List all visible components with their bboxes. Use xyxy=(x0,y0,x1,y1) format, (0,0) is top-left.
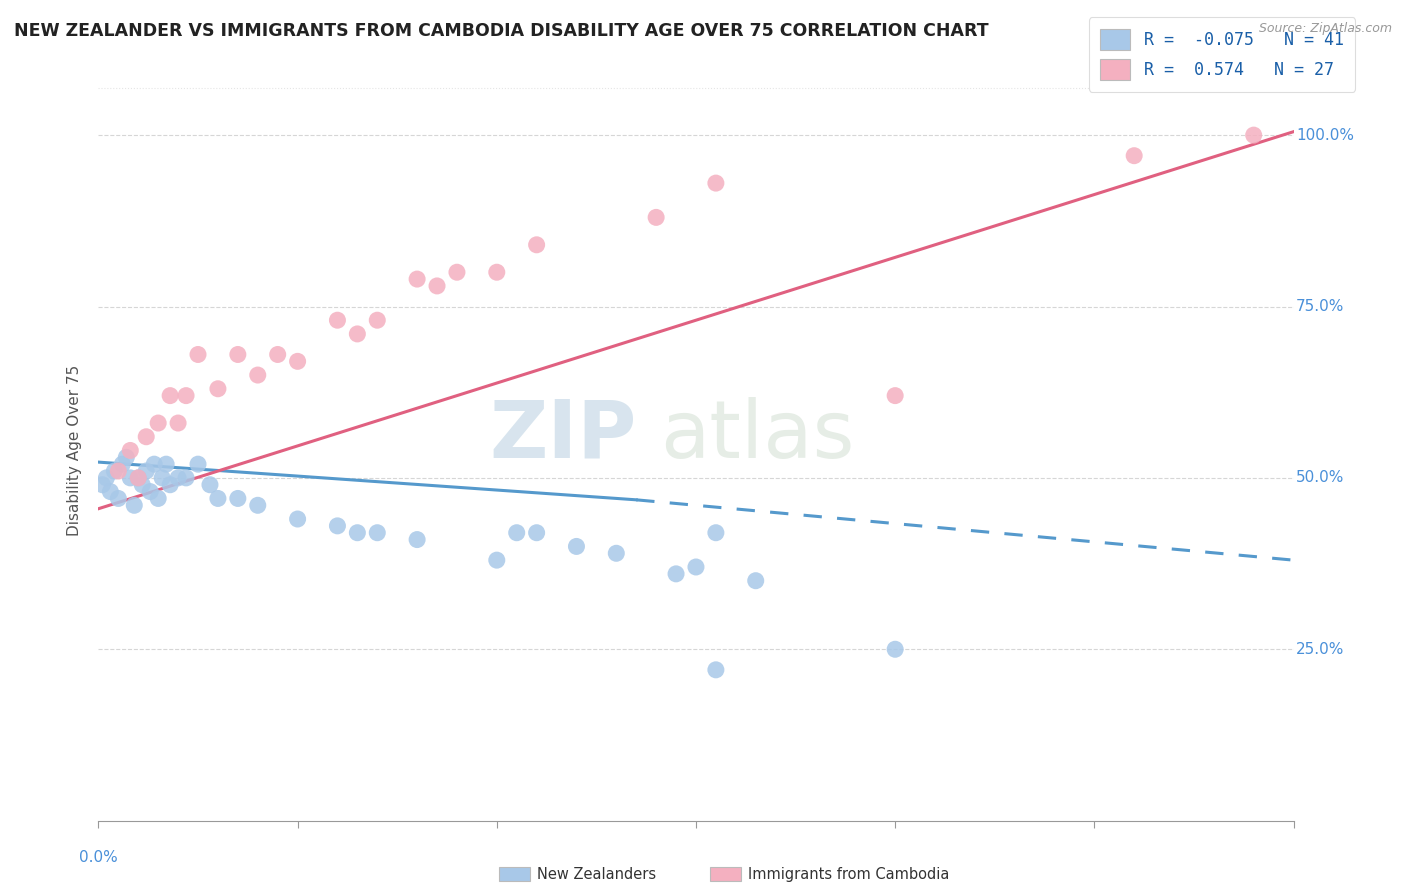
Point xyxy=(139,484,162,499)
Point xyxy=(366,525,388,540)
Point xyxy=(605,546,627,560)
Text: 100.0%: 100.0% xyxy=(1296,128,1354,143)
Point xyxy=(406,533,429,547)
Point xyxy=(96,471,118,485)
Point xyxy=(1243,128,1265,142)
Point xyxy=(107,464,129,478)
Point xyxy=(446,265,468,279)
Point xyxy=(226,491,249,506)
Point xyxy=(91,477,114,491)
Point xyxy=(287,354,309,368)
Point xyxy=(148,491,170,506)
Point xyxy=(115,450,138,465)
Point xyxy=(346,525,368,540)
Point xyxy=(148,416,170,430)
Point xyxy=(267,347,290,361)
Point xyxy=(174,389,197,403)
Text: 50.0%: 50.0% xyxy=(1296,470,1344,485)
Text: NEW ZEALANDER VS IMMIGRANTS FROM CAMBODIA DISABILITY AGE OVER 75 CORRELATION CHA: NEW ZEALANDER VS IMMIGRANTS FROM CAMBODI… xyxy=(14,22,988,40)
Point xyxy=(127,471,149,485)
Point xyxy=(366,313,388,327)
Point xyxy=(287,512,309,526)
Point xyxy=(187,457,209,471)
Point xyxy=(135,464,157,478)
Point xyxy=(150,471,173,485)
Text: Source: ZipAtlas.com: Source: ZipAtlas.com xyxy=(1258,22,1392,36)
Point xyxy=(103,464,125,478)
Point xyxy=(155,457,177,471)
Point xyxy=(207,491,229,506)
Point xyxy=(685,560,707,574)
Point xyxy=(704,663,727,677)
Point xyxy=(120,443,142,458)
Point xyxy=(187,347,209,361)
Point xyxy=(246,368,269,382)
Text: Immigrants from Cambodia: Immigrants from Cambodia xyxy=(748,867,949,881)
Point xyxy=(645,211,668,225)
Point xyxy=(884,642,907,657)
Point xyxy=(226,347,249,361)
Point xyxy=(143,457,166,471)
Point xyxy=(565,540,588,554)
Point xyxy=(98,484,122,499)
Point xyxy=(426,279,449,293)
Point xyxy=(159,389,181,403)
Text: New Zealanders: New Zealanders xyxy=(537,867,657,881)
Point xyxy=(246,498,269,512)
Point xyxy=(884,389,907,403)
Point xyxy=(124,498,146,512)
Text: ZIP: ZIP xyxy=(489,397,637,475)
Point xyxy=(174,471,197,485)
Point xyxy=(406,272,429,286)
Point xyxy=(485,265,508,279)
Text: 25.0%: 25.0% xyxy=(1296,641,1344,657)
Point xyxy=(120,471,142,485)
Point xyxy=(704,176,727,190)
Point xyxy=(207,382,229,396)
Point xyxy=(131,477,153,491)
Point xyxy=(135,430,157,444)
Point xyxy=(111,457,134,471)
Point xyxy=(167,471,190,485)
Point xyxy=(159,477,181,491)
Text: 75.0%: 75.0% xyxy=(1296,299,1344,314)
Text: atlas: atlas xyxy=(661,397,855,475)
Point xyxy=(1123,149,1146,163)
Point xyxy=(506,525,529,540)
Y-axis label: Disability Age Over 75: Disability Age Over 75 xyxy=(67,365,83,536)
Point xyxy=(198,477,221,491)
Point xyxy=(704,525,727,540)
Point xyxy=(665,566,688,581)
Point xyxy=(346,326,368,341)
Point xyxy=(485,553,508,567)
Point xyxy=(326,313,349,327)
Legend: R =  -0.075   N = 41, R =  0.574   N = 27: R = -0.075 N = 41, R = 0.574 N = 27 xyxy=(1088,17,1355,92)
Point xyxy=(526,525,548,540)
Point xyxy=(107,491,129,506)
Text: 0.0%: 0.0% xyxy=(79,850,118,865)
Point xyxy=(326,519,349,533)
Point xyxy=(526,237,548,252)
Point xyxy=(127,471,149,485)
Point xyxy=(167,416,190,430)
Point xyxy=(745,574,768,588)
